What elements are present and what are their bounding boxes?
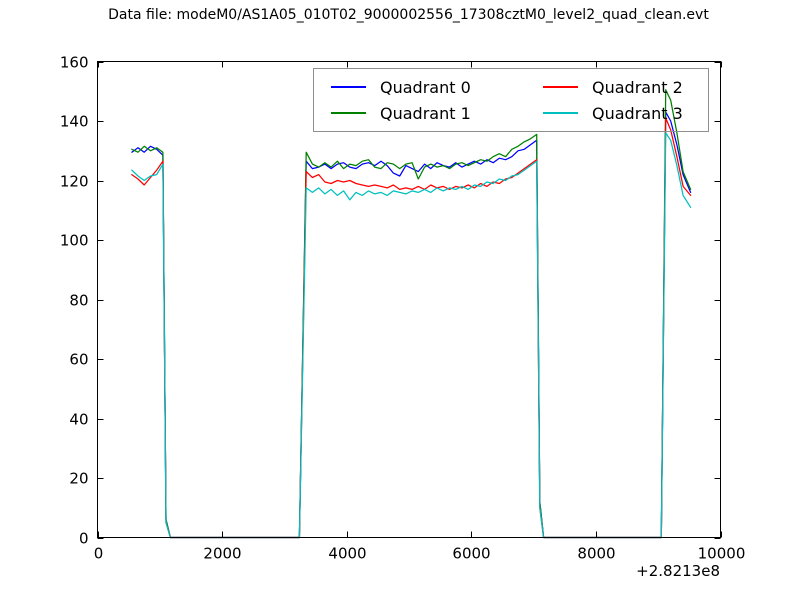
legend-line-sample-quadrant-3 [543,112,578,114]
x-tick-label: 10000 [698,545,746,563]
y-tick-label: 80 [69,292,88,310]
legend-line-sample-quadrant-2 [543,86,578,88]
axes-frame [97,61,721,538]
y-tick-label: 120 [60,173,89,191]
x-axis-ticks: 0 2000 4000 6000 8000 10000 [94,61,746,563]
legend-label-quadrant-3: Quadrant 3 [592,103,683,123]
series-lines [131,89,692,539]
x-axis-offset-label: +2.8213e8 [636,562,720,580]
y-tick-label: 0 [79,530,89,548]
x-tick-label: 0 [94,545,104,563]
y-tick-label: 160 [60,54,89,72]
legend-line-sample-quadrant-0 [331,86,366,88]
series-line-quadrant-1 [131,89,692,539]
y-tick-label: 60 [69,351,88,369]
series-line-quadrant-2 [131,117,692,539]
legend-item-quadrant-3: Quadrant 3 [526,104,708,123]
legend-label-quadrant-0: Quadrant 0 [380,77,471,97]
legend-item-quadrant-2: Quadrant 2 [526,78,708,97]
legend-item-quadrant-0: Quadrant 0 [314,78,526,97]
x-tick-label: 8000 [577,545,615,563]
legend-label-quadrant-1: Quadrant 1 [380,103,471,123]
legend-item-quadrant-1: Quadrant 1 [314,104,526,123]
y-tick-label: 140 [60,113,89,131]
x-tick-label: 2000 [203,545,241,563]
chart-title: Data file: modeM0/AS1A05_010T02_90000025… [108,7,709,23]
y-tick-label: 100 [60,232,89,250]
series-line-quadrant-3 [131,132,692,539]
y-axis-ticks: 0 20 40 60 80 100 120 140 160 [60,54,721,548]
y-tick-label: 40 [69,411,88,429]
x-tick-label: 4000 [328,545,366,563]
x-tick-label: 6000 [452,545,490,563]
legend-label-quadrant-2: Quadrant 2 [592,77,683,97]
y-tick-label: 20 [69,470,88,488]
legend-line-sample-quadrant-1 [331,112,366,114]
series-line-quadrant-0 [131,111,692,539]
legend: Quadrant 0 Quadrant 2 Quadrant 1 Quadran… [313,68,709,132]
